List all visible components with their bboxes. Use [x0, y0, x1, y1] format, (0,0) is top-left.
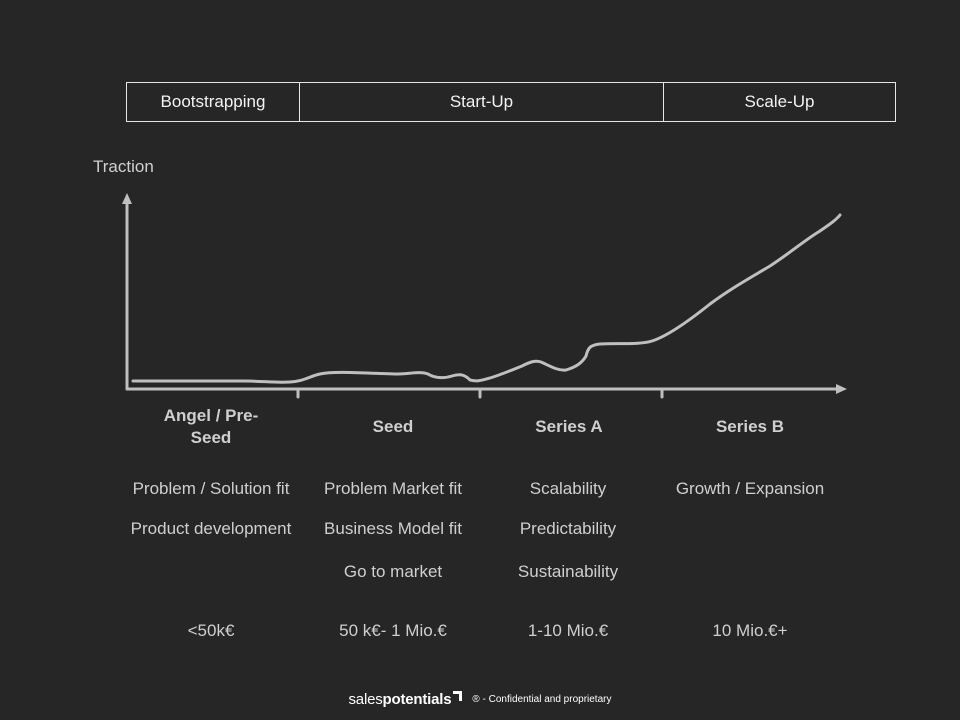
funding-series-b: 10 Mio.€+: [712, 621, 788, 640]
goal-series-a-2: Predictability: [519, 519, 617, 538]
goal-series-a-1: Scalability: [529, 479, 607, 498]
stage-series-b: Series B: [715, 417, 785, 436]
funding-angel: <50k€: [187, 621, 235, 640]
phase-bar: Bootstrapping Start-Up Scale-Up: [126, 82, 896, 122]
y-axis-arrow: [122, 193, 132, 204]
funding-series-a: 1-10 Mio.€: [527, 621, 609, 640]
phase-scale-up: Scale-Up: [663, 83, 895, 121]
logo-text-potentials: potentials: [382, 690, 452, 708]
stage-seed: Seed: [372, 417, 414, 436]
goal-angel-1: Problem / Solution fit: [132, 479, 290, 498]
logo-corner-mark-icon: [453, 690, 463, 701]
y-axis-title: Traction: [93, 157, 154, 176]
logo-text-sales: sales: [348, 690, 383, 708]
salespotentials-logo: salespotentials: [348, 690, 463, 708]
phase-bootstrapping: Bootstrapping: [160, 92, 266, 111]
stage-series-a: Series A: [535, 417, 603, 436]
goal-seed-3: Go to market: [343, 562, 443, 581]
traction-curve: [131, 213, 842, 384]
phase-start-up: Start-Up: [299, 83, 663, 121]
stage-angel-pre-seed: Angel / Pre-Seed: [163, 406, 259, 447]
footer: salespotentials ® - Confidential and pro…: [0, 687, 960, 711]
x-axis-arrow: [836, 384, 847, 394]
funding-seed: 50 k€- 1 Mio.€: [339, 621, 447, 640]
copyright-notice: ® - Confidential and proprietary: [472, 693, 612, 705]
goal-seed-2: Business Model fit: [324, 519, 462, 538]
goal-series-b-1: Growth / Expansion: [675, 479, 825, 498]
goal-angel-2: Product development: [130, 519, 292, 538]
goal-series-a-3: Sustainability: [517, 562, 619, 581]
goal-seed-1: Problem Market fit: [324, 479, 462, 498]
